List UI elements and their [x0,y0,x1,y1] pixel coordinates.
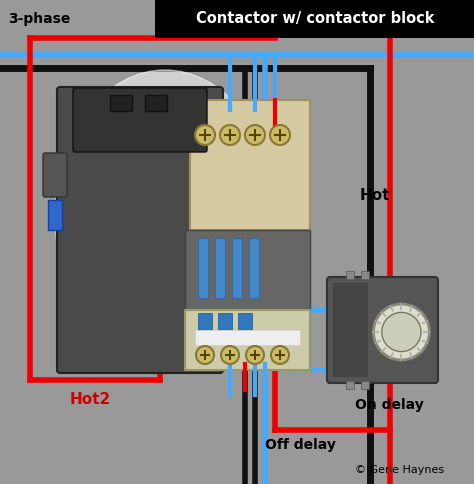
Circle shape [246,346,264,364]
FancyBboxPatch shape [327,277,438,383]
Bar [198,313,212,329]
Bar [110,95,132,111]
Circle shape [382,312,421,351]
Text: Hot: Hot [360,187,391,202]
Circle shape [195,125,215,145]
Bar [155,0,474,38]
Bar [185,230,310,310]
Ellipse shape [55,70,275,360]
Bar [185,310,310,370]
Bar [232,238,242,298]
Bar [218,313,232,329]
Bar [238,313,252,329]
Bar [361,271,369,279]
Bar [361,381,369,389]
Bar [249,238,259,298]
Circle shape [245,125,265,145]
Text: 3-phase: 3-phase [8,12,70,26]
Bar [195,330,300,345]
Bar [215,238,225,298]
FancyBboxPatch shape [43,153,67,197]
FancyBboxPatch shape [57,87,223,373]
Circle shape [271,346,289,364]
Circle shape [196,346,214,364]
Text: Contactor w/ contactor block: Contactor w/ contactor block [196,12,434,27]
Bar [145,95,167,111]
Bar [190,100,310,230]
Text: Hot2: Hot2 [70,393,111,408]
Bar [333,283,368,377]
Text: Off delay: Off delay [265,438,336,452]
FancyBboxPatch shape [73,88,207,152]
Text: © Gene Haynes: © Gene Haynes [355,465,444,475]
Circle shape [374,304,429,360]
Circle shape [221,346,239,364]
Bar [346,381,354,389]
Bar [48,200,62,230]
Circle shape [270,125,290,145]
Bar [346,271,354,279]
Circle shape [220,125,240,145]
Bar [198,238,208,298]
Text: On delay: On delay [355,398,424,412]
